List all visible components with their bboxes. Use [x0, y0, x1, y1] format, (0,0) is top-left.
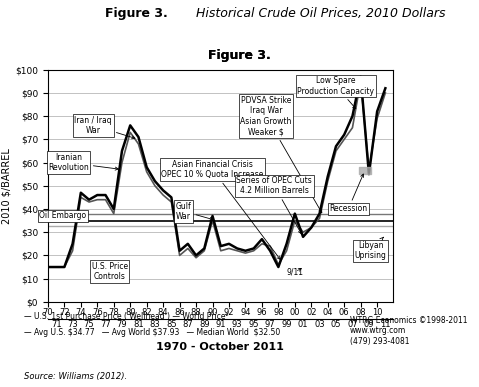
Text: — Avg U.S. $34.77   — Avg World $37.93   — Median World  $32.50: — Avg U.S. $34.77 — Avg World $37.93 — M…: [24, 328, 280, 337]
Text: Historical Crude Oil Prices, 2010 Dollars: Historical Crude Oil Prices, 2010 Dollar…: [192, 7, 445, 21]
Text: Figure 3.: Figure 3.: [105, 7, 168, 21]
Text: Source: Williams (2012).: Source: Williams (2012).: [24, 372, 127, 381]
Text: Figure 3.: Figure 3.: [208, 49, 271, 62]
Text: Series of OPEC Cuts
4.2 Million Barrels: Series of OPEC Cuts 4.2 Million Barrels: [236, 176, 312, 234]
Text: Recession: Recession: [329, 174, 367, 214]
Text: Asian Financial Crisis
OPEC 10 % Quota Increase: Asian Financial Crisis OPEC 10 % Quota I…: [161, 160, 280, 259]
Text: U.S. Price
Controls: U.S. Price Controls: [91, 262, 128, 281]
Text: 9/11: 9/11: [286, 267, 303, 276]
Text: Gulf
War: Gulf War: [176, 202, 213, 221]
Text: Oil Embargo: Oil Embargo: [39, 211, 86, 221]
Text: PDVSA Strike
Iraq War
Asian Growth
Weaker $: PDVSA Strike Iraq War Asian Growth Weake…: [240, 96, 322, 213]
Y-axis label: 2010 $/BARREL: 2010 $/BARREL: [1, 148, 11, 224]
Text: Libyan
Uprising: Libyan Uprising: [354, 237, 387, 260]
Text: WTRG Economics ©1998-2011
www.wtrg.com
(479) 293-4081: WTRG Economics ©1998-2011 www.wtrg.com (…: [350, 316, 467, 346]
X-axis label: 1970 - October 2011: 1970 - October 2011: [157, 342, 284, 352]
Text: Low Spare
Production Capacity: Low Spare Production Capacity: [297, 76, 375, 109]
Text: — U.S. 1st Purchase Price ( Wellhead ) — World Price²: — U.S. 1st Purchase Price ( Wellhead ) —…: [24, 312, 228, 321]
Text: Iranian
Revolution: Iranian Revolution: [48, 153, 118, 172]
Text: Figure 3.: Figure 3.: [208, 49, 271, 62]
Text: Iran / Iraq
War: Iran / Iraq War: [74, 116, 135, 139]
